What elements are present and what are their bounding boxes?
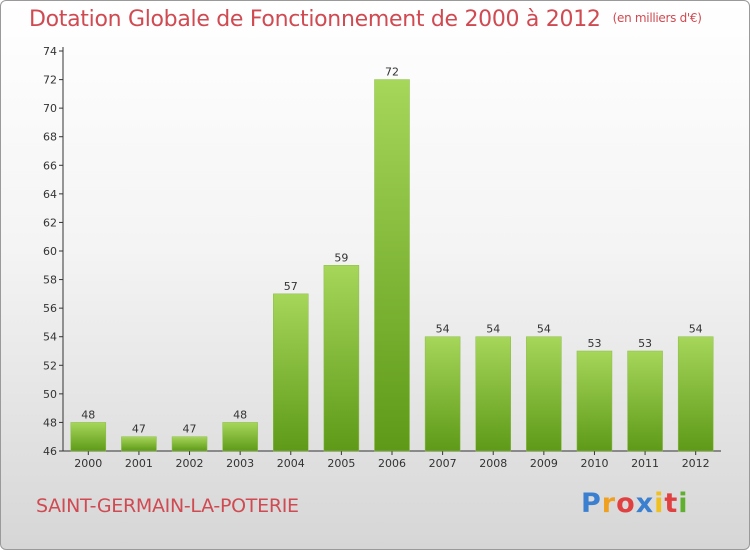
bar-2005 (323, 265, 360, 452)
x-tick-label: 2005 (327, 457, 355, 470)
y-tick-label: 56 (43, 302, 57, 315)
chart-unit: (en milliers d'€) (612, 11, 702, 25)
bar-2006 (374, 79, 410, 452)
y-tick-label: 52 (43, 359, 57, 372)
bar-value-label: 54 (689, 323, 703, 336)
y-tick-label: 74 (43, 45, 57, 58)
logo-letter: o (616, 488, 636, 519)
bar-value-label: 72 (385, 66, 399, 79)
bar-2000 (70, 422, 107, 452)
bar-value-label: 47 (183, 423, 197, 436)
chart-labels: 2000 48 2001 47 2002 47 2003 48 2004 57 2005 59 2006… (74, 66, 709, 470)
bar-2007 (424, 336, 461, 452)
y-tick-label: 64 (43, 188, 57, 201)
x-tick-label: 2001 (125, 457, 153, 470)
chart-bars (70, 79, 714, 452)
logo-letter: P (581, 488, 602, 519)
y-tick-label: 66 (43, 159, 57, 172)
x-tick-label: 2002 (176, 457, 204, 470)
x-tick-label: 2000 (74, 457, 102, 470)
logo-letter: r (601, 488, 617, 519)
bar-value-label: 54 (486, 323, 500, 336)
bar-2011 (627, 350, 663, 452)
bar-value-label: 54 (537, 323, 551, 336)
x-tick-label: 2011 (631, 457, 659, 470)
y-tick-label: 70 (43, 102, 57, 115)
y-tick-label: 48 (43, 416, 57, 429)
bar-value-label: 54 (436, 323, 450, 336)
proxiti-logo: Proxiti (581, 488, 689, 519)
bar-value-label: 53 (638, 337, 652, 350)
logo-letter: t (664, 488, 679, 519)
logo-letter: i (678, 488, 689, 519)
x-tick-label: 2009 (530, 457, 558, 470)
logo-letter: x (635, 488, 655, 519)
y-tick-label: 60 (43, 245, 57, 258)
bar-2012 (677, 336, 714, 452)
x-tick-label: 2012 (682, 457, 710, 470)
y-tick-label: 50 (43, 388, 57, 401)
y-tick-label: 58 (43, 274, 57, 287)
x-tick-label: 2008 (479, 457, 507, 470)
x-tick-label: 2006 (378, 457, 406, 470)
x-tick-label: 2004 (277, 457, 305, 470)
y-tick-label: 72 (43, 74, 57, 87)
chart-axes: 46 48 50 52 54 56 58 60 62 64 66 68 70 72 74 (43, 45, 721, 458)
y-tick-label: 68 (43, 131, 57, 144)
chart-title-text: Dotation Globale de Fonctionnement de 20… (29, 7, 601, 32)
bar-2009 (526, 336, 562, 452)
y-tick-label: 46 (43, 445, 57, 458)
y-tick-label: 62 (43, 216, 57, 229)
bar-value-label: 48 (81, 408, 95, 421)
x-tick-label: 2007 (429, 457, 457, 470)
bar-2003 (222, 422, 258, 452)
x-tick-label: 2010 (580, 457, 608, 470)
bar-2004 (273, 293, 309, 452)
bar-2002 (171, 436, 208, 452)
logo-letter: i (654, 488, 665, 519)
town-name: SAINT-GERMAIN-LA-POTERIE (36, 495, 299, 517)
bar-2001 (121, 436, 157, 452)
chart-title: Dotation Globale de Fonctionnement de 20… (29, 7, 702, 32)
x-tick-label: 2003 (226, 457, 254, 470)
y-tick-label: 54 (43, 331, 57, 344)
bar-value-label: 47 (132, 423, 146, 436)
bar-value-label: 59 (334, 251, 348, 264)
bar-value-label: 48 (233, 408, 247, 421)
bar-value-label: 53 (587, 337, 601, 350)
bar-2008 (475, 336, 511, 452)
bar-value-label: 57 (284, 280, 298, 293)
bar-2010 (576, 350, 613, 452)
